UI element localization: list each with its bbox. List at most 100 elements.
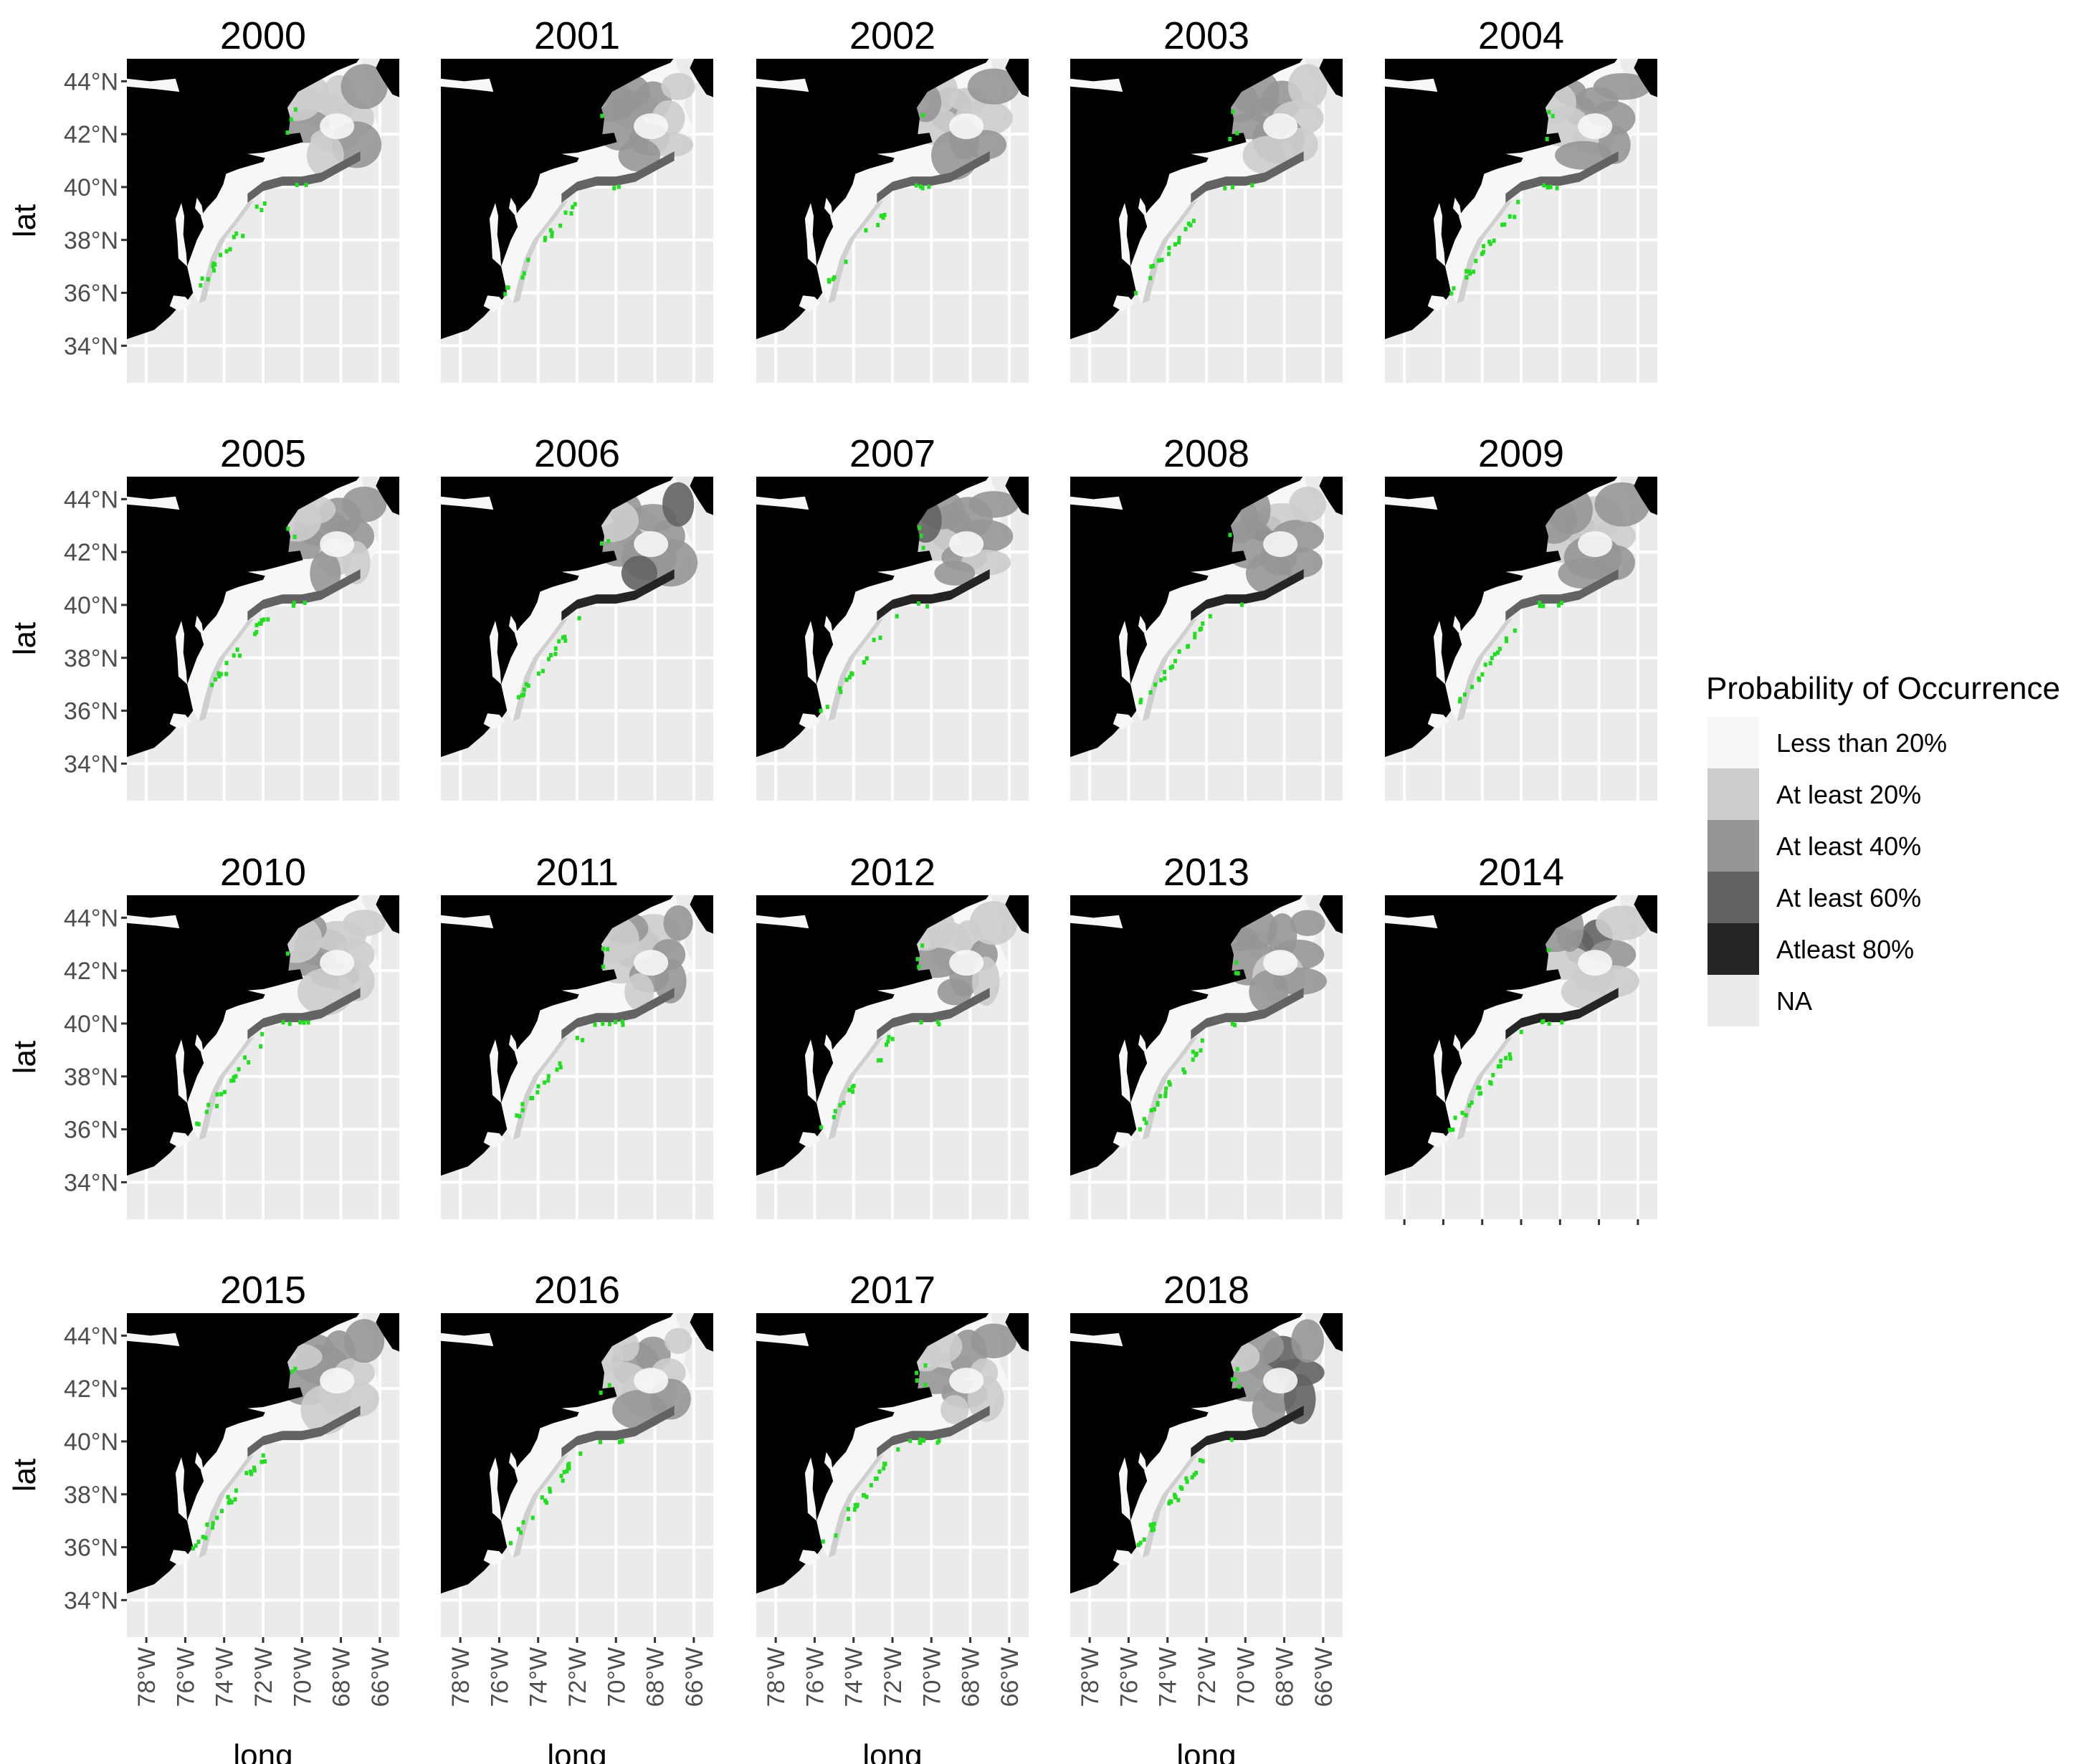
observation-point	[234, 231, 239, 236]
x-tick-label: 78°W	[763, 1647, 790, 1707]
observation-point	[621, 1022, 625, 1027]
map-area	[756, 59, 1029, 383]
map-area	[756, 895, 1029, 1219]
land	[127, 59, 363, 340]
observation-point	[1156, 258, 1161, 263]
observation-point	[259, 208, 264, 212]
observation-point	[925, 604, 930, 609]
observation-point	[1447, 1127, 1452, 1133]
map-area	[127, 1313, 399, 1637]
observation-point	[195, 1121, 199, 1126]
panel-title: 2001	[534, 14, 620, 57]
probability-patch	[618, 138, 661, 172]
observation-point	[842, 1100, 846, 1105]
observation-point	[1150, 1527, 1154, 1532]
observation-point	[915, 1370, 919, 1376]
land-nova-scotia	[376, 477, 399, 515]
lake	[1070, 78, 1123, 92]
observation-point	[573, 201, 577, 206]
panel-title: 2011	[535, 851, 619, 894]
legend-swatch	[1707, 975, 1759, 1026]
observation-point	[1547, 1021, 1551, 1026]
observation-point	[1545, 137, 1549, 141]
x-tick-label: 70°W	[1232, 1647, 1259, 1707]
observation-point	[1497, 647, 1502, 652]
panel-title: 2015	[220, 1269, 306, 1312]
observation-points	[1138, 960, 1240, 1132]
probability-patch	[664, 1327, 692, 1354]
observation-point	[1487, 239, 1492, 244]
observation-point	[543, 1080, 547, 1085]
probability-patch	[967, 68, 1020, 105]
observation-point	[1142, 1537, 1146, 1542]
bay	[1118, 203, 1131, 267]
probability-patch	[344, 1319, 385, 1363]
land	[1385, 895, 1621, 1176]
observation-point	[304, 183, 308, 188]
observation-point	[1233, 1377, 1237, 1382]
observation-point	[1228, 533, 1232, 538]
observation-point	[1177, 649, 1181, 654]
observation-point	[1498, 1064, 1502, 1069]
observation-point	[601, 1021, 605, 1026]
observation-point	[847, 1087, 852, 1092]
observation-point	[520, 1102, 525, 1107]
observation-point	[864, 656, 869, 661]
observation-point	[575, 1036, 579, 1041]
observation-point	[920, 113, 925, 118]
panel-title: 2018	[1163, 1269, 1249, 1312]
observation-point	[506, 285, 510, 290]
panel-2012: 2012	[756, 851, 1029, 1219]
probability-patch	[1287, 64, 1328, 109]
panel-2008: 2008	[1070, 432, 1343, 801]
land-long-island	[540, 994, 579, 1009]
x-tick-label: 78°W	[133, 1647, 161, 1707]
shelf-break-band	[1191, 988, 1304, 1040]
observation-point	[1540, 1020, 1544, 1024]
legend-label: NA	[1776, 986, 1812, 1016]
observation-point	[292, 603, 295, 608]
observation-point	[227, 1500, 231, 1505]
legend-item: At least 40%	[1707, 820, 1921, 872]
legend-item: Less than 20%	[1707, 717, 1947, 768]
observation-point	[563, 210, 568, 215]
y-tick-label: 42°N	[64, 1376, 118, 1403]
observation-point	[921, 545, 925, 550]
observation-point	[1173, 242, 1177, 247]
land	[1385, 59, 1621, 340]
observation-point	[917, 964, 921, 969]
observation-point	[262, 617, 266, 622]
observation-point	[548, 653, 553, 657]
observation-point	[1183, 1070, 1187, 1074]
observation-point	[553, 652, 558, 657]
observation-point	[1237, 1384, 1242, 1389]
legend-label: At least 60%	[1776, 883, 1921, 912]
observation-point	[606, 947, 609, 952]
observation-point	[882, 212, 887, 217]
observation-point	[1451, 1127, 1455, 1133]
observation-point	[210, 682, 214, 687]
observation-point	[530, 1095, 535, 1100]
observation-point	[259, 618, 264, 623]
bay	[799, 295, 821, 312]
observation-point	[1513, 214, 1517, 219]
observation-points	[819, 943, 941, 1130]
bay	[483, 1550, 505, 1566]
land-nova-scotia	[690, 1313, 713, 1352]
observation-point	[555, 1067, 559, 1072]
bay	[195, 1034, 204, 1056]
observation-point	[923, 1383, 928, 1387]
bay	[1138, 1451, 1148, 1474]
observation-point	[917, 601, 920, 606]
observation-point	[922, 1438, 926, 1443]
panel-2013: 2013	[1070, 851, 1343, 1219]
land	[756, 59, 992, 340]
observation-point	[1234, 971, 1238, 976]
observation-point	[1482, 249, 1485, 254]
observation-point	[1492, 238, 1496, 243]
bay	[509, 1451, 518, 1474]
observation-point	[869, 1483, 873, 1488]
observation-point	[1149, 264, 1153, 269]
observation-point	[547, 657, 551, 662]
observation-point	[1453, 1115, 1457, 1120]
